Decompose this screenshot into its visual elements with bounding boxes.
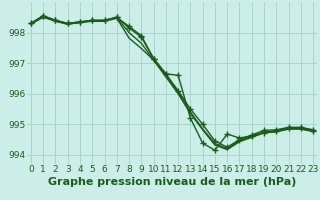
X-axis label: Graphe pression niveau de la mer (hPa): Graphe pression niveau de la mer (hPa)	[48, 177, 296, 187]
